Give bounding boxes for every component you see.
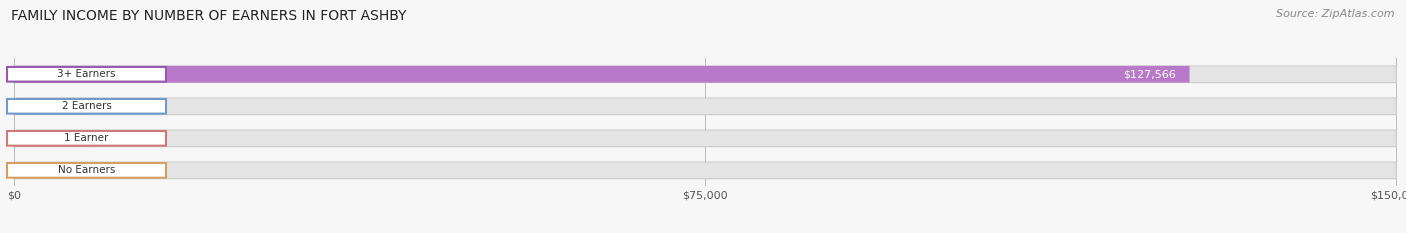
Text: FAMILY INCOME BY NUMBER OF EARNERS IN FORT ASHBY: FAMILY INCOME BY NUMBER OF EARNERS IN FO…	[11, 9, 406, 23]
FancyBboxPatch shape	[14, 98, 90, 115]
FancyBboxPatch shape	[14, 98, 1396, 115]
FancyBboxPatch shape	[7, 67, 166, 82]
Text: 2 Earners: 2 Earners	[62, 101, 111, 111]
Text: No Earners: No Earners	[58, 165, 115, 175]
Text: 1 Earner: 1 Earner	[65, 133, 108, 143]
FancyBboxPatch shape	[14, 66, 1189, 83]
FancyBboxPatch shape	[7, 163, 166, 178]
FancyBboxPatch shape	[14, 130, 1396, 147]
Text: Source: ZipAtlas.com: Source: ZipAtlas.com	[1277, 9, 1395, 19]
FancyBboxPatch shape	[14, 130, 90, 147]
FancyBboxPatch shape	[14, 162, 90, 179]
FancyBboxPatch shape	[14, 66, 1396, 83]
Text: 3+ Earners: 3+ Earners	[58, 69, 115, 79]
FancyBboxPatch shape	[14, 162, 1396, 179]
Text: $0: $0	[101, 101, 115, 111]
Text: $0: $0	[101, 133, 115, 143]
Text: $0: $0	[101, 165, 115, 175]
FancyBboxPatch shape	[7, 99, 166, 114]
FancyBboxPatch shape	[7, 131, 166, 146]
Text: $127,566: $127,566	[1123, 69, 1175, 79]
